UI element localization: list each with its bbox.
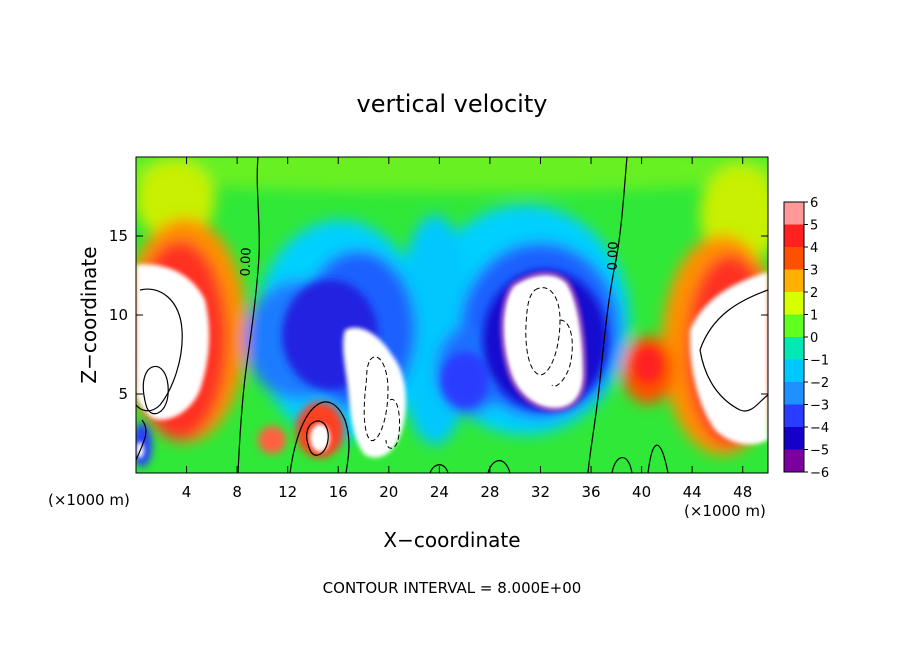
x-tick-label: 44	[683, 483, 702, 501]
colorbar-tick-label: 1	[810, 309, 818, 324]
y-tick-label: 5	[118, 385, 128, 403]
x-tick-label: 24	[430, 483, 449, 501]
colorbar-tick-label: 4	[810, 241, 818, 256]
x-tick-label: 28	[480, 483, 499, 501]
colorbar-swatch	[784, 292, 804, 315]
negative-contours	[363, 287, 573, 449]
colorbar-swatch	[784, 337, 804, 360]
colorbar-swatch	[784, 404, 804, 428]
colorbar-tick-label: −4	[810, 421, 829, 436]
x-unit-right: (×1000 m)	[684, 502, 766, 520]
zero-contour-left	[237, 157, 260, 473]
x-unit-left: (×1000 m)	[48, 491, 130, 509]
contour-lines	[136, 157, 768, 473]
contour-label: 0.00	[239, 247, 255, 276]
colorbar-swatch	[784, 449, 804, 473]
colorbar-swatch	[784, 382, 804, 405]
colorbar-swatch	[784, 359, 804, 383]
colorbar-tick-label: 6	[810, 196, 818, 211]
colorbar-tick-label: −6	[810, 466, 829, 481]
x-axis: 4 8 12 16 20 24 28 32 36 40 44 48	[182, 157, 752, 501]
colorbar-swatch	[784, 427, 804, 450]
colorbar-tick-label: 5	[810, 219, 818, 234]
x-tick-label: 20	[379, 483, 398, 501]
y-tick-label: 10	[109, 306, 128, 324]
colorbar-tick-label: −1	[810, 354, 829, 369]
colorbar-swatch	[784, 314, 804, 338]
zero-contour-right	[587, 157, 628, 473]
contour-interval-note: CONTOUR INTERVAL = 8.000E+00	[323, 579, 582, 597]
contour-label: 0.00	[606, 241, 622, 270]
y-axis-label: Z−coordinate	[77, 246, 101, 383]
colorbar-swatch	[784, 247, 804, 270]
colorbar-tick-label: −2	[810, 376, 829, 391]
colorbar-tick-label: −5	[810, 444, 829, 459]
heatmap-field	[136, 157, 768, 473]
colorbar-tick-label: −3	[810, 399, 829, 414]
contour-label-group: 0.00 0.00	[239, 241, 622, 276]
x-tick-label: 48	[733, 483, 752, 501]
x-tick-label: 4	[182, 483, 192, 501]
y-axis: 5 10 15	[109, 227, 768, 403]
colorbar-tick-label: 0	[810, 331, 818, 346]
chart-title: vertical velocity	[357, 90, 548, 118]
colorbar-tick-label: 2	[810, 286, 818, 301]
x-tick-label: 36	[581, 483, 600, 501]
x-tick-label: 12	[278, 483, 297, 501]
colorbar-tick-label: 3	[810, 264, 818, 279]
x-tick-label: 32	[531, 483, 550, 501]
x-tick-label: 8	[232, 483, 242, 501]
colorbar: 6 5 4 3 2 1 0 −1 −2 −3 −4 −5 −6	[783, 196, 829, 481]
x-axis-label: X−coordinate	[383, 528, 520, 552]
y-tick-label: 15	[109, 227, 128, 245]
colorbar-swatch	[784, 269, 804, 293]
colorbar-swatch	[784, 202, 804, 225]
x-tick-label: 16	[329, 483, 348, 501]
x-tick-label: 40	[632, 483, 651, 501]
colorbar-swatch	[784, 224, 804, 248]
